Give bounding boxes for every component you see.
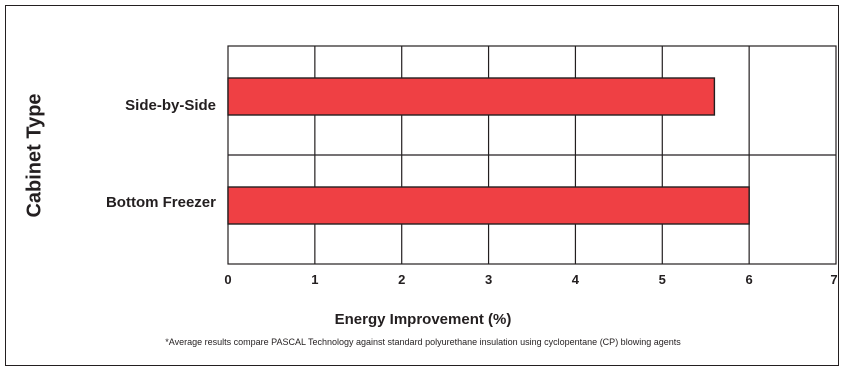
x-tick-label: 3: [485, 272, 492, 287]
x-tick-label: 4: [572, 272, 580, 287]
x-axis-label: Energy Improvement (%): [334, 311, 512, 328]
category-label-bottom-freezer: Bottom Freezer: [105, 194, 216, 211]
x-tick-label: 0: [224, 272, 231, 287]
bar-bottom-freezer: [227, 186, 750, 225]
x-tick-label: 7: [830, 272, 837, 287]
bar-side-by-side: [227, 77, 716, 116]
chart-frame: [5, 5, 839, 366]
x-tick-label: 6: [746, 272, 753, 287]
x-tick-label: 2: [398, 272, 405, 287]
x-tick-label: 5: [659, 272, 666, 287]
x-tick-label: 1: [311, 272, 318, 287]
footnote: *Average results compare PASCAL Technolo…: [165, 337, 681, 347]
category-label-side-by-side: Side-by-Side: [125, 97, 216, 114]
